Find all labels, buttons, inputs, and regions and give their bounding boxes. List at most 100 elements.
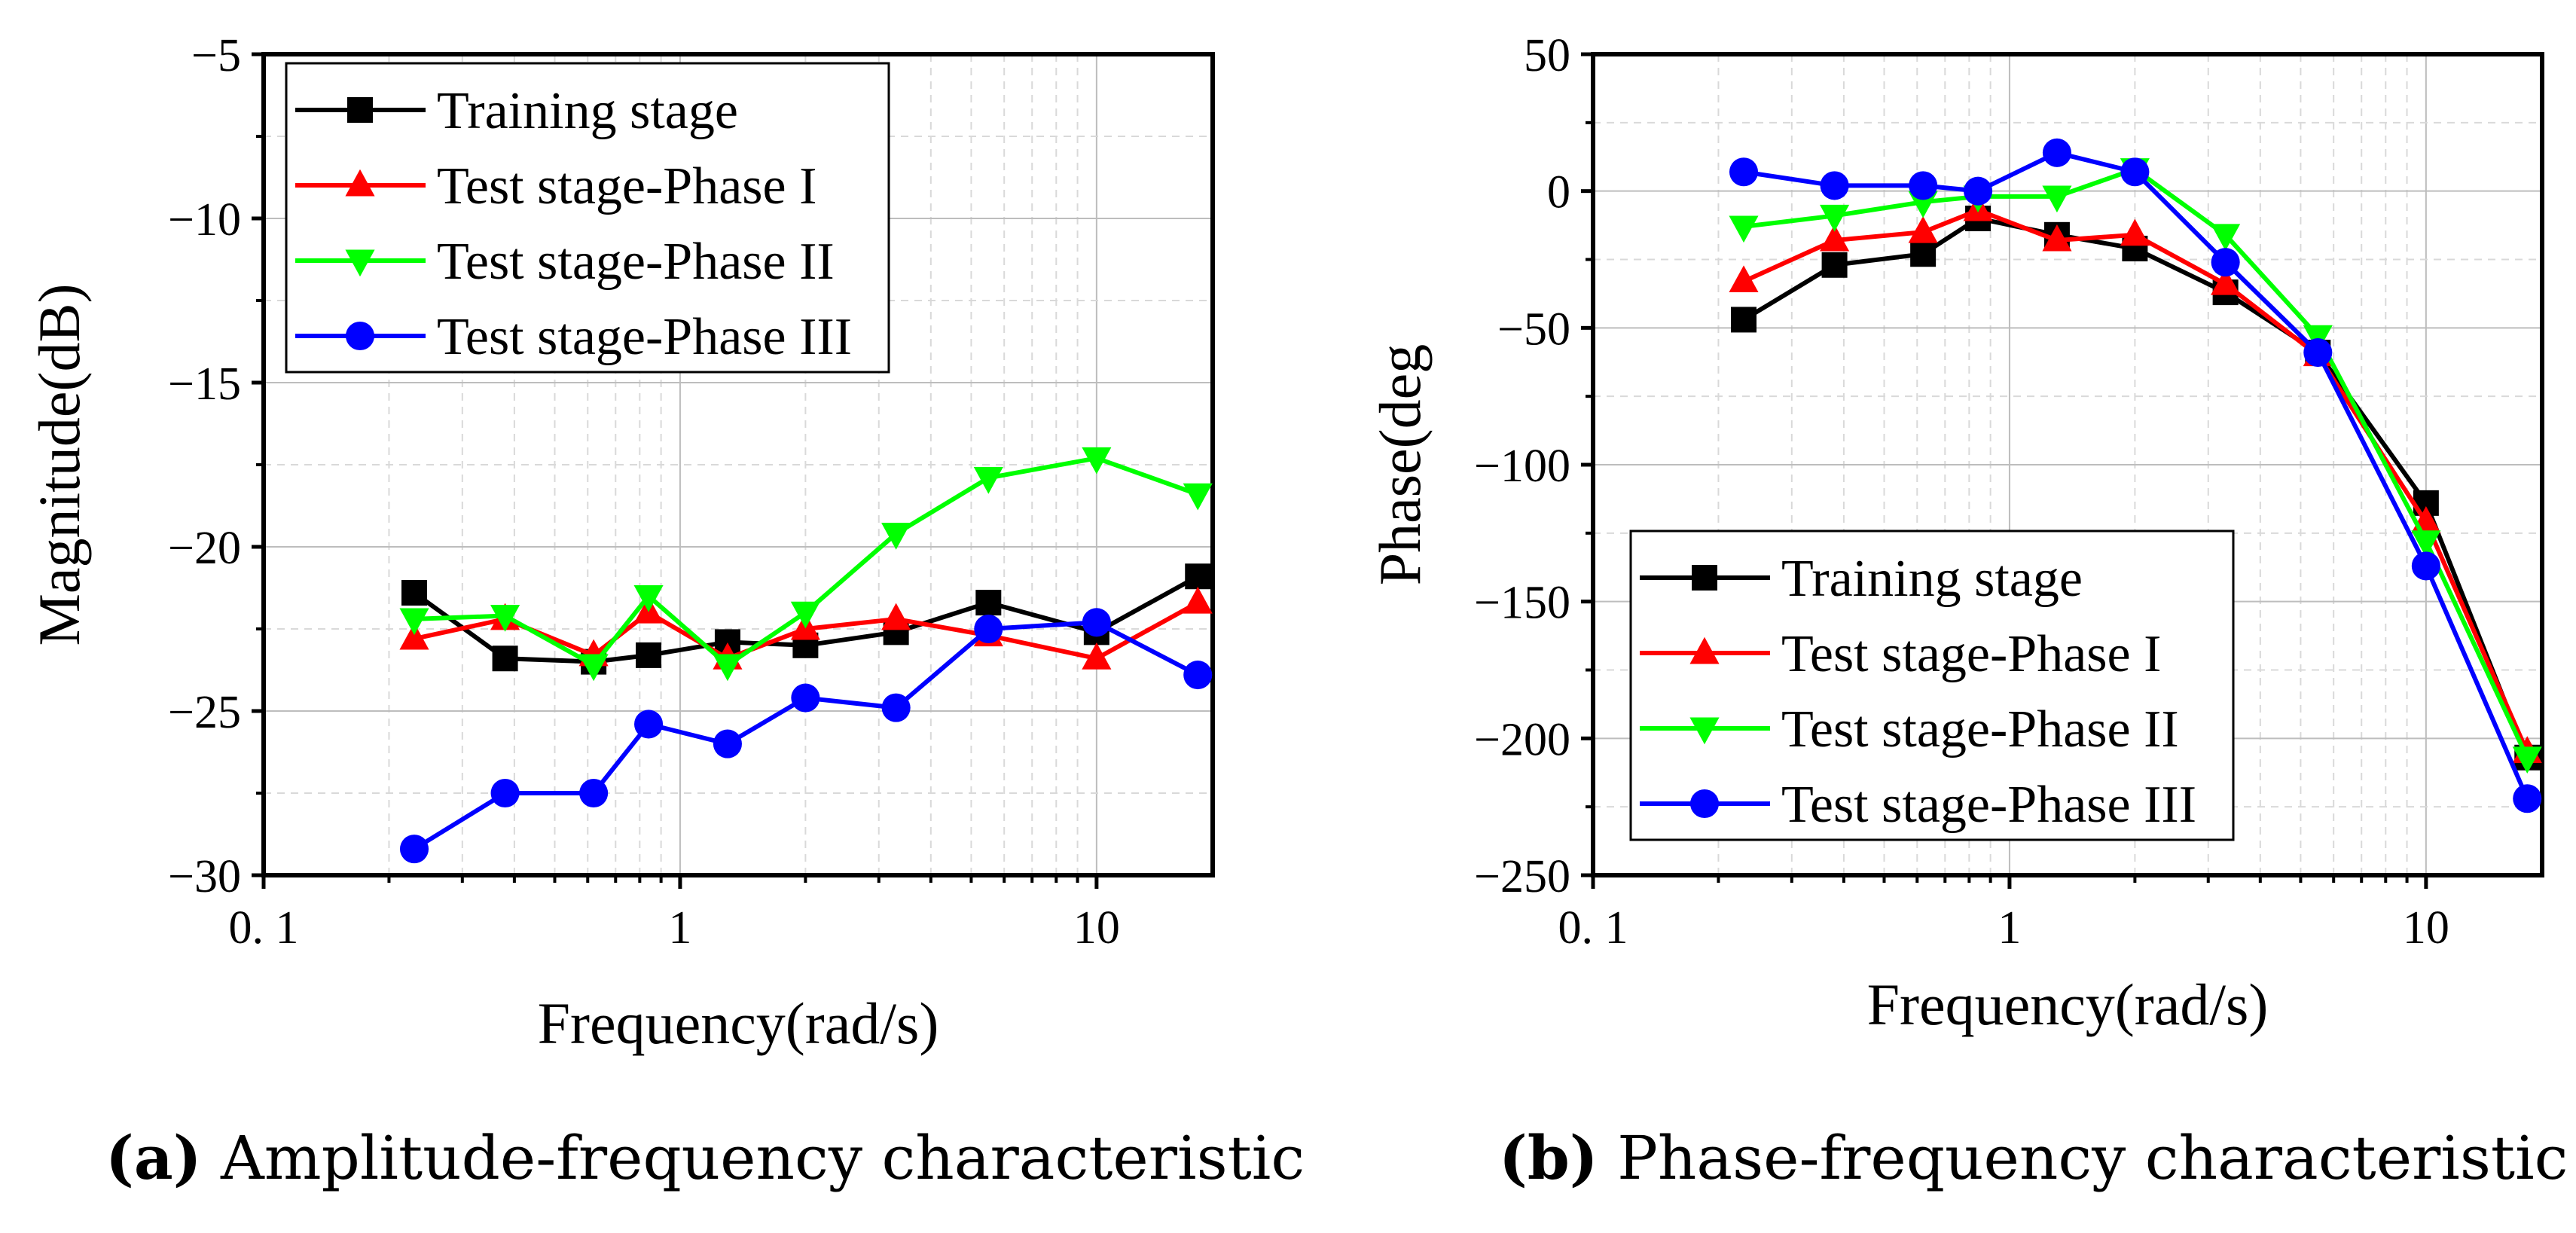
chart-panel-a: −5 −10 −15 −20 −25 −300. 1 1 10 Frequency(rad/s)… xyxy=(26,30,1215,1056)
data-point xyxy=(2042,224,2072,252)
x-tick-label: 10 xyxy=(2403,902,2449,954)
y-tick-label: −30 xyxy=(168,851,241,902)
data-point xyxy=(634,710,664,739)
data-point xyxy=(636,642,662,668)
data-point xyxy=(490,778,520,808)
y-tick-label: −25 xyxy=(168,687,241,738)
caption-b-text: Phase-frequency characteristic xyxy=(1598,1123,2568,1193)
data-point xyxy=(2042,185,2072,213)
data-point xyxy=(2411,551,2440,581)
legend-entry: Test stage-Phase I xyxy=(437,157,816,215)
data-point xyxy=(713,729,742,758)
legend-box xyxy=(1629,530,2235,841)
legend-marker xyxy=(345,249,375,277)
caption-a-label: (a) xyxy=(105,1122,202,1193)
series-line xyxy=(1743,150,2530,800)
x-axis-label: Frequency(rad/s) xyxy=(538,990,939,1056)
series-line xyxy=(413,620,1199,851)
legend-marker xyxy=(345,169,375,197)
series-1 xyxy=(1731,206,2541,771)
y-tick-label: −10 xyxy=(168,194,241,246)
y-axis-label: Phase(deg xyxy=(1367,344,1433,586)
data-point xyxy=(399,608,429,636)
y-tick-label: 50 xyxy=(1524,30,1570,81)
series-3 xyxy=(1729,158,2542,774)
legend-entry: Training stage xyxy=(1781,550,2083,608)
legend-entry: Test stage-Phase I xyxy=(1781,625,2161,683)
data-point xyxy=(791,683,820,713)
y-tick-label: −15 xyxy=(168,359,241,410)
series-4 xyxy=(1729,138,2542,813)
data-point xyxy=(1821,252,1848,278)
series-line xyxy=(1742,216,2530,758)
legend-entry: Test stage-Phase II xyxy=(437,233,835,291)
data-point xyxy=(401,580,428,606)
data-point xyxy=(2211,224,2241,252)
series-line xyxy=(414,600,1199,661)
data-point xyxy=(2211,248,2240,277)
caption-b-label: (b) xyxy=(1499,1122,1598,1193)
legend-marker xyxy=(347,97,373,123)
data-point xyxy=(975,590,1002,616)
x-tick-label: 0. 1 xyxy=(1558,902,1628,954)
x-tick-label: 0. 1 xyxy=(229,902,299,954)
x-axis-label: Frequency(rad/s) xyxy=(1867,972,2269,1037)
data-point xyxy=(1731,307,1757,333)
data-point xyxy=(2120,218,2150,246)
data-point xyxy=(881,523,911,550)
y-tick-label: −250 xyxy=(1474,851,1570,902)
legend-marker xyxy=(1689,636,1720,664)
data-point xyxy=(881,693,911,722)
data-point xyxy=(881,603,911,630)
data-point xyxy=(1820,204,1850,232)
legend-marker xyxy=(1689,717,1720,745)
data-point xyxy=(1183,661,1213,690)
data-point xyxy=(790,601,820,629)
data-point xyxy=(974,614,1003,644)
series-line xyxy=(1743,166,2529,759)
caption-a: (a) Amplitude-frequency characteristic xyxy=(105,1122,1305,1193)
data-point xyxy=(2042,138,2071,167)
data-point xyxy=(1082,642,1112,670)
data-point xyxy=(1908,215,1938,243)
data-point xyxy=(2411,530,2441,557)
data-point xyxy=(1820,171,1849,200)
y-tick-label: 0 xyxy=(1547,167,1570,218)
caption-a-text: Amplitude-frequency characteristic xyxy=(201,1123,1305,1193)
data-point xyxy=(578,654,609,682)
ticks: −5 −10 −15 −20 −25 −300. 1 1 10 xyxy=(168,30,1120,954)
y-tick-label: −20 xyxy=(168,523,241,574)
data-point xyxy=(399,835,429,864)
data-point xyxy=(1909,171,1938,200)
y-tick-label: −100 xyxy=(1474,441,1570,492)
data-point xyxy=(1820,224,1850,252)
y-tick-label: −50 xyxy=(1497,304,1570,355)
data-point xyxy=(1082,447,1112,475)
data-point xyxy=(1183,483,1213,511)
legend-entry: Training stage xyxy=(437,82,738,140)
data-point xyxy=(633,584,664,612)
y-tick-label: −5 xyxy=(191,30,241,81)
data-point xyxy=(973,466,1003,494)
data-point xyxy=(2303,337,2333,368)
data-point xyxy=(492,645,518,672)
x-tick-label: 1 xyxy=(1998,902,2021,954)
caption-b: (b) Phase-frequency characteristic xyxy=(1499,1122,2568,1193)
legend: Training stage Test stage-Phase I Test sta… xyxy=(1629,530,2235,841)
data-point xyxy=(1964,176,1993,206)
series-line xyxy=(414,456,1199,667)
data-point xyxy=(579,778,609,808)
legend-entry: Test stage-Phase III xyxy=(437,308,852,366)
data-point xyxy=(1910,241,1937,267)
data-point xyxy=(1082,608,1111,637)
legend-marker xyxy=(345,321,375,351)
data-point xyxy=(2120,157,2150,187)
legend-box xyxy=(285,62,890,374)
data-point xyxy=(713,654,743,682)
legend-marker xyxy=(1692,565,1717,591)
x-tick-label: 10 xyxy=(1073,902,1120,954)
